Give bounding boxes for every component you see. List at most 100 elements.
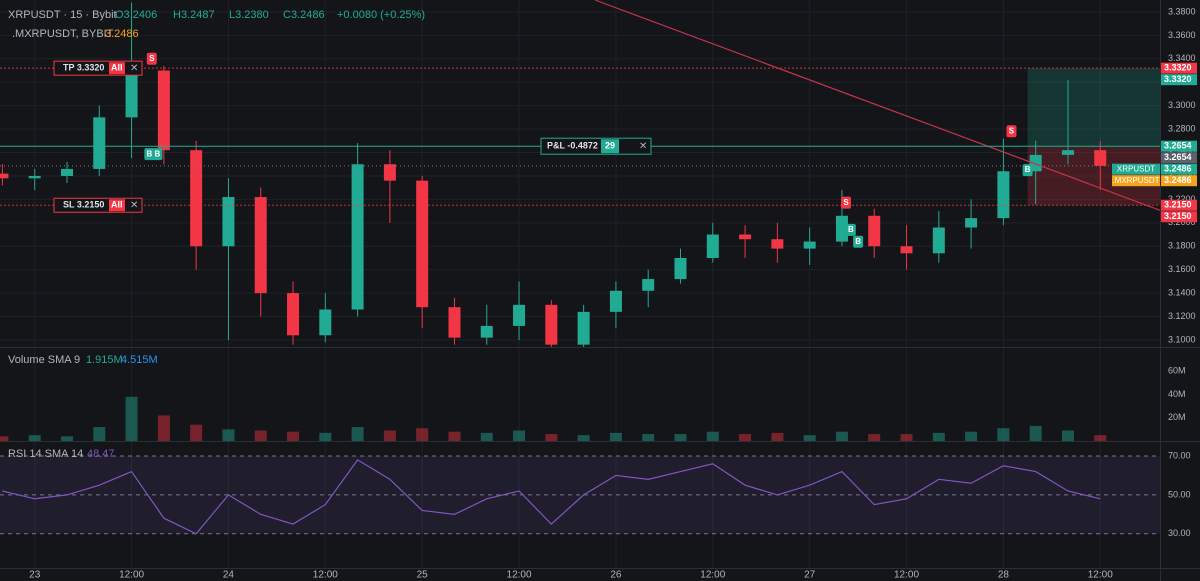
candle-body	[254, 197, 267, 294]
trade-marker	[853, 235, 864, 248]
series-tag-label: .MXRPUSDT	[1112, 176, 1159, 185]
candle-body	[125, 70, 138, 118]
volume-bar	[706, 431, 719, 441]
trade-marker	[146, 52, 157, 65]
x-tick-label: 12:00	[894, 570, 919, 581]
y-tick-label: 3.2600	[1168, 147, 1196, 157]
volume-bar	[1094, 435, 1107, 441]
volume-bar	[900, 434, 913, 441]
volume-bar	[61, 436, 74, 441]
ohlc: L3.2380	[229, 9, 269, 21]
candle-body	[835, 215, 848, 242]
candle-body	[319, 309, 332, 336]
candle-body	[706, 234, 719, 258]
candle-body	[771, 239, 784, 249]
volume-bar	[835, 431, 848, 441]
pnl-label: P&L -0.4872	[547, 141, 598, 151]
x-tick-label: 12:00	[119, 570, 144, 581]
volume-bar	[609, 432, 622, 441]
y-tick-label: 40M	[1168, 389, 1186, 399]
volume-bar	[997, 428, 1010, 441]
volume-bar	[642, 434, 655, 441]
y-tick-label: 30.00	[1168, 528, 1191, 538]
price-tag	[1161, 152, 1197, 164]
trade-marker-label: B	[155, 149, 161, 158]
order-close[interactable]: ✕	[130, 63, 138, 74]
rsi-legend: 48.47	[87, 448, 115, 460]
volume-bar	[287, 431, 300, 441]
order-label: SL 3.2150	[63, 200, 104, 210]
price-tag-label: 3.2654	[1164, 141, 1192, 151]
y-tick-label: 60M	[1168, 366, 1186, 376]
candle-body	[287, 293, 300, 336]
candle-body	[739, 234, 752, 240]
qty: 29	[605, 141, 615, 151]
price-tag-label: 3.2150	[1164, 200, 1192, 210]
candle-body	[383, 164, 396, 181]
volume-bar	[1029, 425, 1042, 441]
x-tick-label: 24	[223, 570, 235, 581]
volume-bar	[1061, 430, 1074, 441]
rsi-band	[0, 456, 1160, 534]
price-tag	[1161, 74, 1197, 86]
price-tag-label: 3.2486	[1164, 164, 1192, 174]
volume-bar	[416, 428, 429, 441]
candle-body	[1061, 150, 1074, 155]
trade-marker	[845, 223, 856, 236]
candle-body	[868, 215, 881, 247]
price-tag-label: 3.2150	[1164, 211, 1192, 221]
candle-body	[157, 70, 170, 151]
candle-body	[1029, 154, 1042, 172]
volume-bar	[739, 434, 752, 441]
candle-body	[61, 168, 74, 176]
price-tag	[1161, 62, 1197, 74]
volume-bar	[868, 434, 881, 441]
price-tag	[1161, 163, 1197, 175]
price-tag-label: 3.2486	[1164, 175, 1192, 185]
ohlc: +0.0080 (+0.25%)	[337, 9, 425, 21]
candle-body	[545, 304, 558, 345]
position-box	[540, 137, 652, 155]
volume-bar	[190, 424, 203, 441]
candle-body	[997, 171, 1010, 219]
volume-bar	[965, 431, 978, 441]
ohlc: H3.2487	[173, 9, 215, 21]
volume-bar	[448, 431, 461, 441]
volume-bar	[480, 432, 493, 441]
trade-marker-label: B	[146, 149, 152, 158]
price-tag	[1161, 175, 1197, 187]
price-tag-label: 3.3320	[1164, 74, 1192, 84]
volume-bar	[0, 436, 9, 441]
price-tag-label: 3.3320	[1164, 63, 1192, 73]
volume-bar	[319, 432, 332, 441]
qty-bg	[601, 139, 619, 154]
candle-body	[932, 227, 945, 254]
y-tick-label: 20M	[1168, 412, 1186, 422]
series-tag-label: XRPUSDT	[1117, 164, 1155, 173]
volume-bar	[351, 427, 364, 441]
volume-bar	[674, 434, 687, 441]
order-tag-bg	[109, 199, 125, 212]
position-close[interactable]: ✕	[639, 141, 647, 152]
x-tick-label: 25	[417, 570, 429, 581]
y-tick-label: 70.00	[1168, 450, 1191, 460]
volume-legend: 1.915M	[86, 354, 123, 366]
volume-bar	[771, 432, 784, 441]
y-tick-label: 3.2800	[1168, 123, 1196, 133]
volume-bar	[157, 415, 170, 441]
candle-body	[416, 180, 429, 308]
candle-body	[577, 311, 590, 345]
order-tag: All	[111, 63, 123, 73]
candle-body	[674, 257, 687, 280]
x-tick-label: 23	[29, 570, 41, 581]
candle-body	[448, 307, 461, 338]
price-tag	[1161, 211, 1197, 223]
order-close[interactable]: ✕	[130, 200, 138, 211]
candle-body	[1094, 150, 1107, 166]
candle-body	[803, 241, 816, 249]
x-tick-label: 27	[804, 570, 816, 581]
